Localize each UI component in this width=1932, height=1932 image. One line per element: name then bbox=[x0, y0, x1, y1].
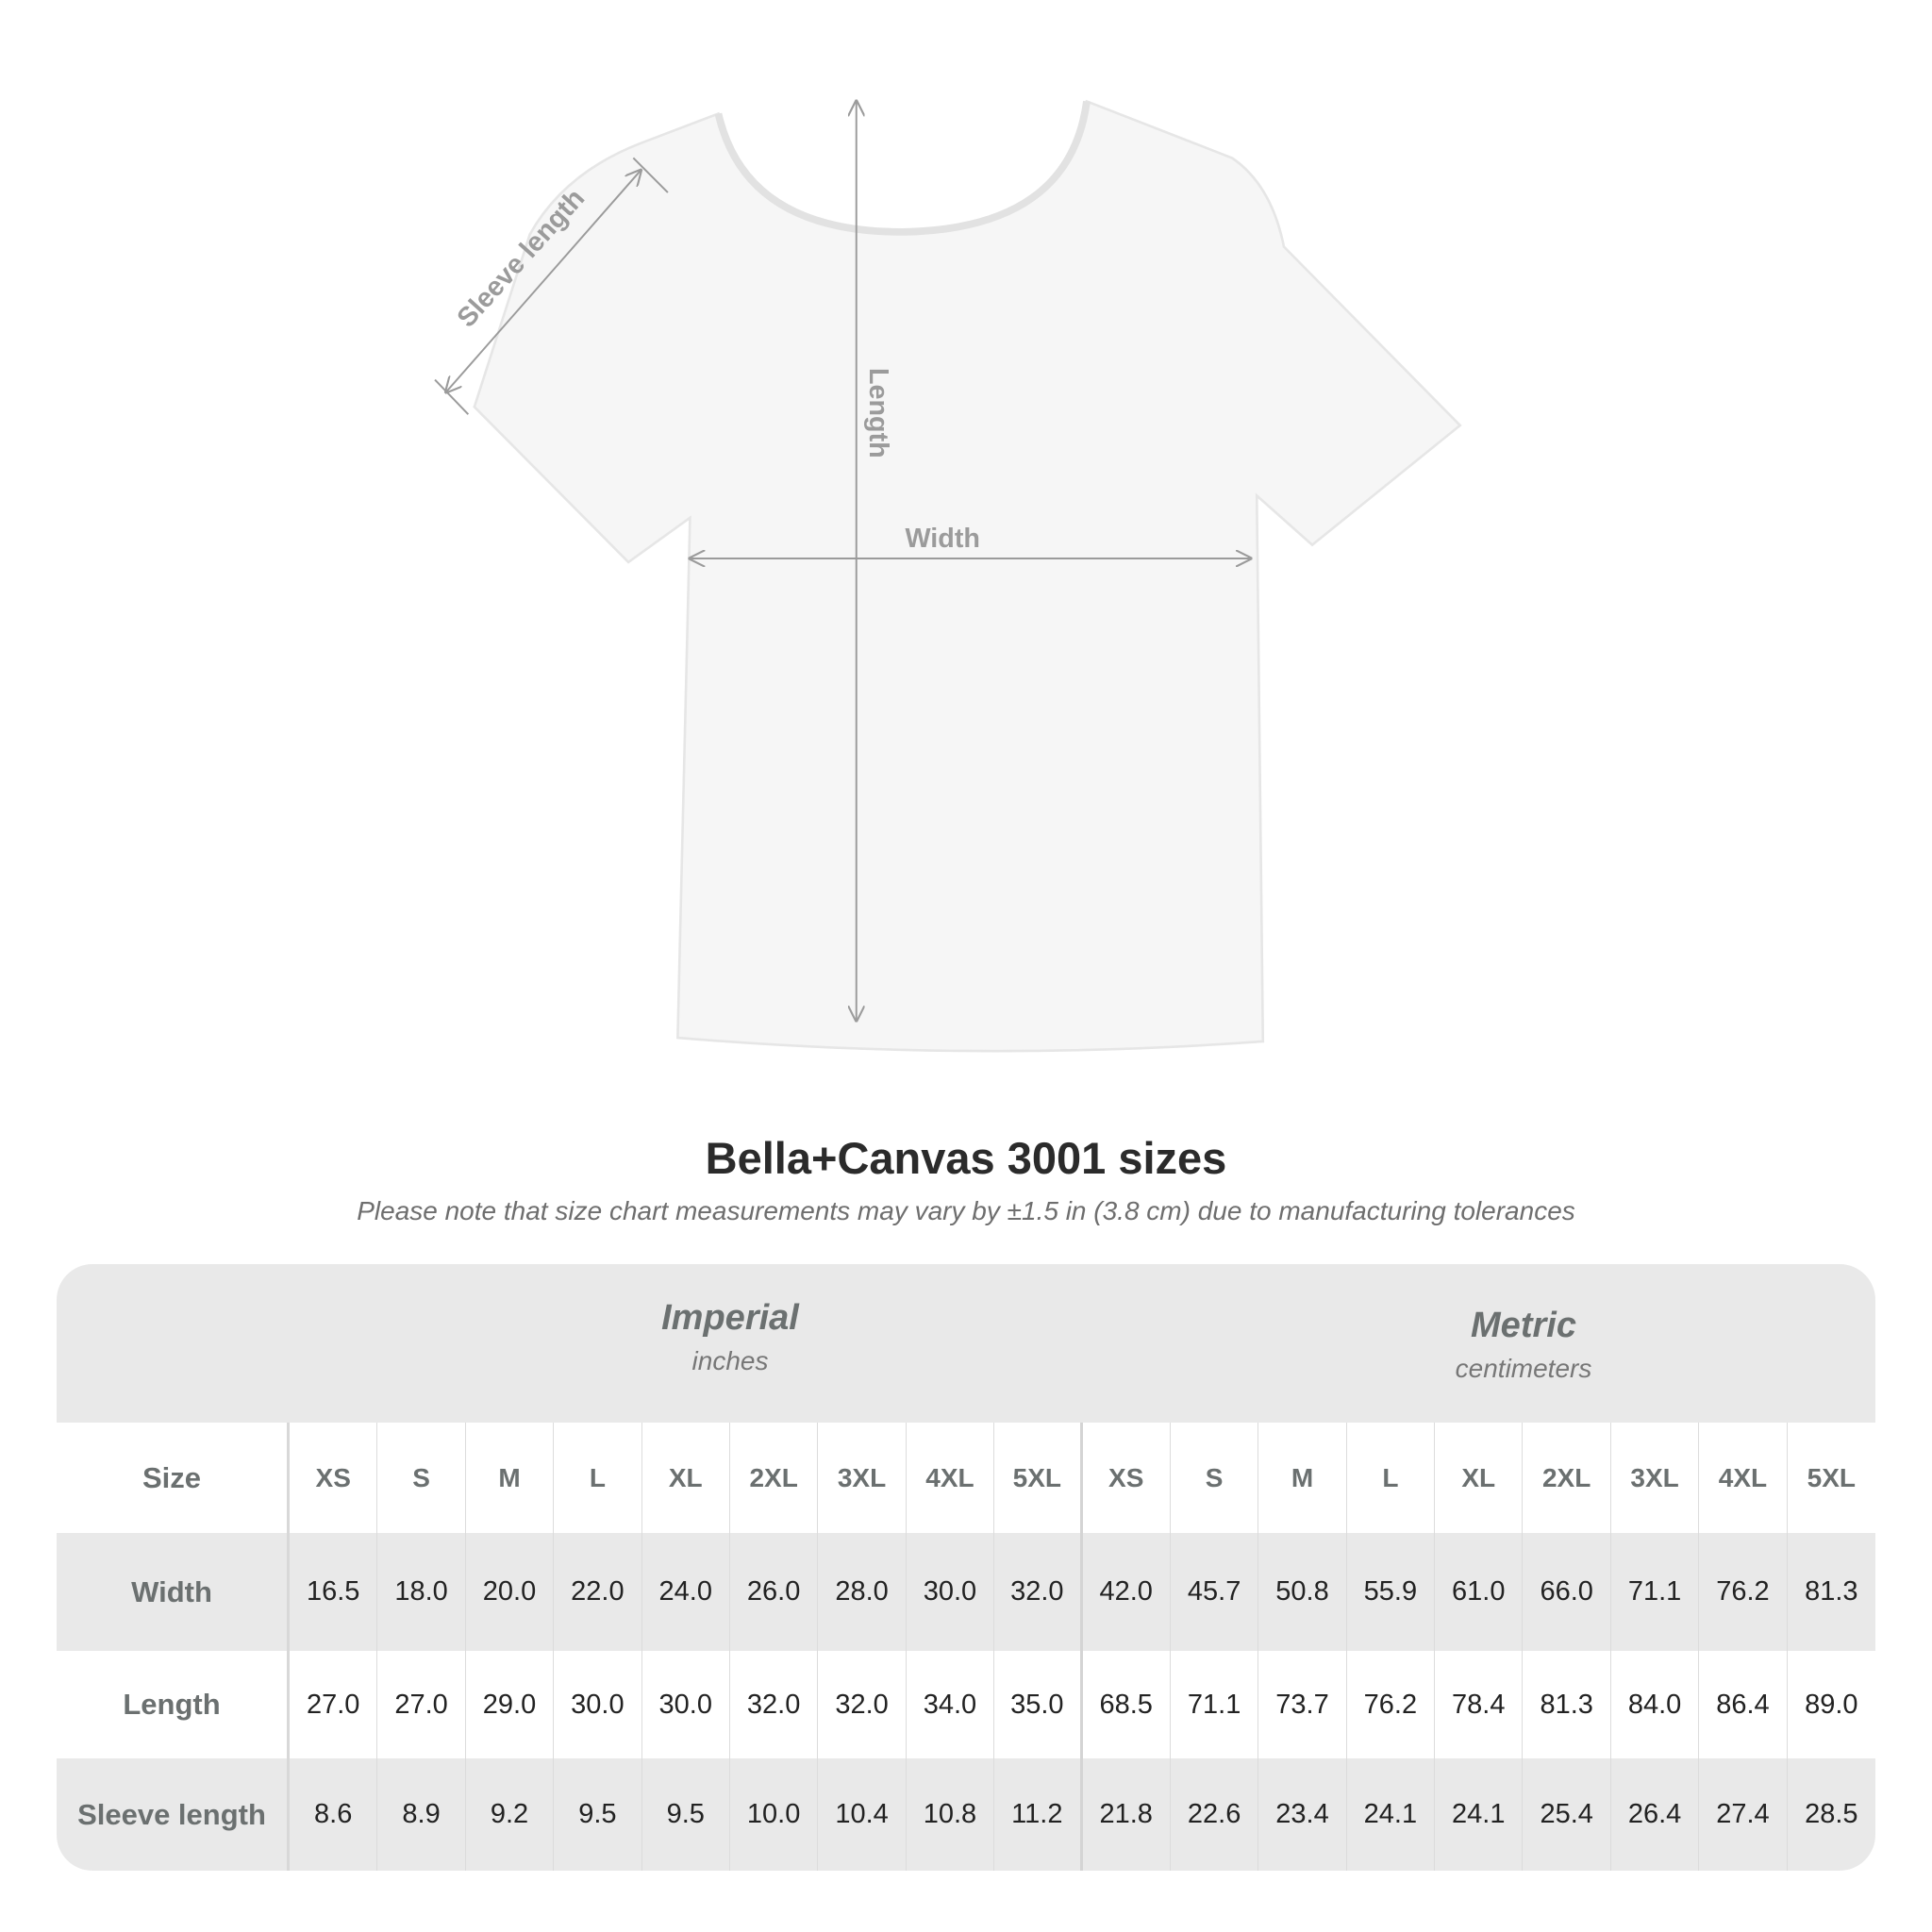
table-cell: 8.9 bbox=[377, 1758, 466, 1871]
table-cell: 23.4 bbox=[1258, 1758, 1347, 1871]
table-cell: 71.1 bbox=[1171, 1651, 1259, 1758]
size-header-cell: L bbox=[554, 1423, 642, 1533]
size-header-cell: 5XL bbox=[1807, 1462, 1857, 1492]
table-cell: 32.0 bbox=[994, 1533, 1083, 1651]
table-cell: 9.2 bbox=[466, 1758, 555, 1871]
table-cell: 45.7 bbox=[1171, 1533, 1259, 1651]
table-cell: 71.1 bbox=[1611, 1533, 1700, 1651]
table-cell: 16.5 bbox=[290, 1533, 378, 1651]
size-header-cell: M bbox=[466, 1423, 555, 1533]
width-label: Width bbox=[905, 524, 979, 554]
size-header-cell: 4XL bbox=[907, 1423, 995, 1533]
row-label: Width bbox=[57, 1533, 290, 1651]
length-label: Length bbox=[863, 368, 893, 458]
table-cell: 30.0 bbox=[907, 1533, 995, 1651]
metric-title: Metric bbox=[1471, 1306, 1576, 1345]
imperial-unit: inches bbox=[691, 1346, 769, 1375]
table-cell: 27.0 bbox=[290, 1651, 378, 1758]
size-header-cell: XS bbox=[290, 1423, 378, 1533]
table-cell: 76.2 bbox=[1699, 1533, 1788, 1651]
tshirt-shape bbox=[473, 99, 1462, 1053]
table-cell: 24.0 bbox=[642, 1533, 730, 1651]
table-cell: 30.0 bbox=[642, 1651, 730, 1758]
size-header-cell: 4XL bbox=[1699, 1423, 1788, 1533]
sleeve-tick bbox=[632, 157, 669, 193]
metric-unit: centimeters bbox=[1455, 1354, 1592, 1383]
table-cell: 78.4 bbox=[1435, 1651, 1524, 1758]
table-cell: 8.6 bbox=[290, 1758, 378, 1871]
table-cell: 24.1 bbox=[1347, 1758, 1436, 1871]
row-label: Length bbox=[57, 1651, 290, 1758]
table-cell: 34.0 bbox=[907, 1651, 995, 1758]
table-cell: 73.7 bbox=[1258, 1651, 1347, 1758]
table-cell: 81.3 bbox=[1805, 1576, 1858, 1607]
table-cell: 27.0 bbox=[377, 1651, 466, 1758]
table-cell: 24.1 bbox=[1435, 1758, 1524, 1871]
size-header-cell: 3XL bbox=[1611, 1423, 1700, 1533]
table-cell: 22.0 bbox=[554, 1533, 642, 1651]
table-row-sleeve-length: Sleeve length 8.6 8.9 9.2 9.5 9.5 10.0 10.4 10.… bbox=[57, 1758, 1875, 1871]
table-row-width: Width 16.5 18.0 20.0 22.0 24.0 26.0 28.0 30.0 32… bbox=[57, 1533, 1875, 1651]
table-cell: 35.0 bbox=[994, 1651, 1083, 1758]
table-cell: 18.0 bbox=[377, 1533, 466, 1651]
collar bbox=[714, 100, 1091, 236]
table-cell: 28.0 bbox=[818, 1533, 907, 1651]
table-cell: 21.8 bbox=[1083, 1758, 1171, 1871]
row-label: Sleeve length bbox=[57, 1758, 290, 1871]
table-cell: 9.5 bbox=[554, 1758, 642, 1871]
table-cell: 10.8 bbox=[907, 1758, 995, 1871]
table-cell: 84.0 bbox=[1611, 1651, 1700, 1758]
metric-header: Metric centimeters bbox=[1083, 1306, 1875, 1384]
unit-header bbox=[57, 1264, 1875, 1423]
table-cell: 42.0 bbox=[1083, 1533, 1171, 1651]
size-header-cell: L bbox=[1347, 1423, 1436, 1533]
size-header-cell: M bbox=[1258, 1423, 1347, 1533]
table-cell: 28.5 bbox=[1805, 1799, 1858, 1829]
table-cell: 29.0 bbox=[466, 1651, 555, 1758]
table-cell: 27.4 bbox=[1699, 1758, 1788, 1871]
size-header-cell: XL bbox=[642, 1423, 730, 1533]
table-cell: 32.0 bbox=[730, 1651, 819, 1758]
tolerance-note: Please note that size chart measurements… bbox=[357, 1196, 1575, 1225]
sleeve-tick bbox=[434, 378, 470, 415]
table-cell: 10.4 bbox=[818, 1758, 907, 1871]
table-cell: 32.0 bbox=[818, 1651, 907, 1758]
size-header-row: Size XS S M L XL 2XL 3XL 4XL 5XL XS S M L XL 2XL 3XL 4XL… bbox=[57, 1423, 1875, 1533]
table-cell: 81.3 bbox=[1523, 1651, 1611, 1758]
table-cell: 89.0 bbox=[1805, 1689, 1858, 1720]
tshirt-diagram: Sleeve length Length Width bbox=[434, 99, 1462, 1053]
imperial-header: Imperial inches bbox=[290, 1298, 1171, 1376]
table-cell: 26.0 bbox=[730, 1533, 819, 1651]
imperial-title: Imperial bbox=[661, 1298, 799, 1338]
table-cell: 66.0 bbox=[1523, 1533, 1611, 1651]
table-cell: 30.0 bbox=[554, 1651, 642, 1758]
size-header-cell: 2XL bbox=[730, 1423, 819, 1533]
table-cell: 25.4 bbox=[1523, 1758, 1611, 1871]
size-header-cell: XL bbox=[1435, 1423, 1524, 1533]
sleeve-arrow bbox=[446, 171, 641, 392]
size-header-cell: S bbox=[377, 1423, 466, 1533]
table-cell: 86.4 bbox=[1699, 1651, 1788, 1758]
table-cell: 50.8 bbox=[1258, 1533, 1347, 1651]
size-header-cell: XS bbox=[1083, 1423, 1171, 1533]
table-cell: 61.0 bbox=[1435, 1533, 1524, 1651]
size-header-cell: 2XL bbox=[1523, 1423, 1611, 1533]
table-cell: 76.2 bbox=[1347, 1651, 1436, 1758]
table-cell: 11.2 bbox=[994, 1758, 1083, 1871]
table-cell: 9.5 bbox=[642, 1758, 730, 1871]
table-cell: 55.9 bbox=[1347, 1533, 1436, 1651]
page-title: Bella+Canvas 3001 sizes bbox=[705, 1133, 1227, 1183]
size-header-cell: S bbox=[1171, 1423, 1259, 1533]
size-label: Size bbox=[57, 1423, 290, 1533]
size-header-cell: 5XL bbox=[994, 1423, 1083, 1533]
table-cell: 20.0 bbox=[466, 1533, 555, 1651]
table-cell: 10.0 bbox=[730, 1758, 819, 1871]
table-cell: 68.5 bbox=[1083, 1651, 1171, 1758]
size-header-cell: 3XL bbox=[818, 1423, 907, 1533]
table-row-length: Length 27.0 27.0 29.0 30.0 30.0 32.0 32.0 34.0 3… bbox=[57, 1651, 1875, 1758]
size-chart-table: Imperial inches Metric centimeters Size … bbox=[57, 1264, 1875, 1871]
table-cell: 26.4 bbox=[1611, 1758, 1700, 1871]
table-cell: 22.6 bbox=[1171, 1758, 1259, 1871]
